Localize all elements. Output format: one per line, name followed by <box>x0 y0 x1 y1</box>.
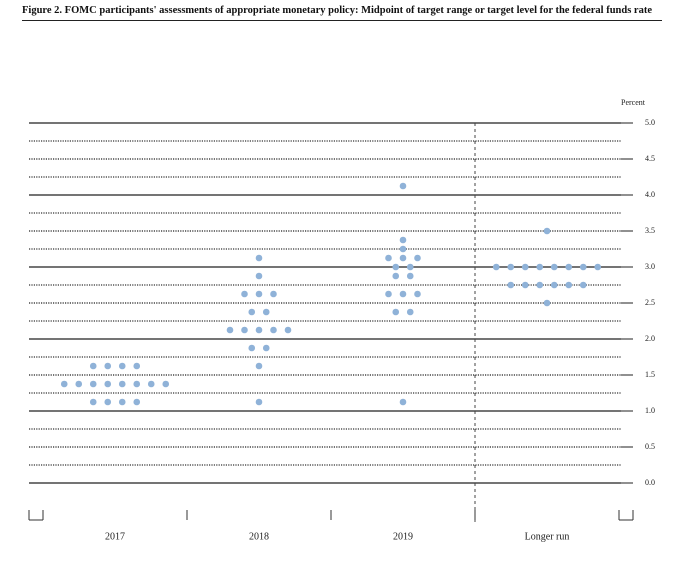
dot <box>399 182 407 190</box>
dot <box>507 263 515 271</box>
dot <box>133 398 141 406</box>
y-tick-label: 3.0 <box>645 262 655 271</box>
dot <box>255 272 263 280</box>
dot <box>270 290 277 298</box>
dot <box>248 344 256 352</box>
dot <box>399 236 407 244</box>
y-tick-label: 0.5 <box>645 442 655 451</box>
y-tick-label: 0.0 <box>645 478 655 487</box>
dot <box>147 380 155 388</box>
y-tick-label: 4.5 <box>645 154 655 163</box>
y-tick-label: 2.0 <box>645 334 655 343</box>
dot <box>385 290 392 298</box>
dot <box>543 299 551 307</box>
dot <box>414 254 421 262</box>
y-tick-label: 2.5 <box>645 298 655 307</box>
dot <box>406 308 414 316</box>
dot <box>248 308 256 316</box>
dot <box>104 398 112 406</box>
x-tick-label: Longer run <box>525 531 570 542</box>
dot <box>406 272 414 280</box>
dot <box>262 308 270 316</box>
dot <box>270 326 277 334</box>
dot <box>60 380 68 388</box>
dot <box>406 263 414 271</box>
dot <box>536 281 544 289</box>
dot <box>89 380 97 388</box>
dot <box>118 380 126 388</box>
dot <box>255 290 263 298</box>
dot <box>255 254 263 262</box>
chart-title: Figure 2. FOMC participants' assessments… <box>22 4 662 21</box>
y-tick-label: 1.0 <box>645 406 655 415</box>
dot <box>399 254 407 262</box>
y-tick-label: 5.0 <box>645 118 655 127</box>
dot <box>392 272 400 280</box>
dot <box>414 290 421 298</box>
dot <box>118 398 126 406</box>
dot <box>255 326 263 334</box>
dot <box>550 263 558 271</box>
dot <box>133 380 141 388</box>
y-unit: Percent <box>621 98 646 107</box>
dot <box>550 281 558 289</box>
dot <box>385 254 392 262</box>
dot <box>104 362 112 370</box>
dot <box>104 380 112 388</box>
y-tick-label: 4.0 <box>645 190 655 199</box>
dot <box>89 398 97 406</box>
dot <box>594 263 602 271</box>
dot <box>255 362 263 370</box>
dot <box>392 263 400 271</box>
dot <box>521 263 529 271</box>
dot <box>89 362 97 370</box>
x-tick-label: 2017 <box>105 531 125 542</box>
dot <box>399 398 407 406</box>
x-tick-label: 2018 <box>249 531 269 542</box>
y-tick-label: 3.5 <box>645 226 655 235</box>
dot <box>75 380 83 388</box>
y-tick-label: 1.5 <box>645 370 655 379</box>
dot <box>241 326 248 334</box>
dot <box>565 263 573 271</box>
dot <box>241 290 248 298</box>
dot <box>399 245 407 253</box>
dot <box>536 263 544 271</box>
dot <box>284 326 292 334</box>
dot <box>579 281 587 289</box>
dot <box>579 263 587 271</box>
dot <box>133 362 141 370</box>
dot <box>565 281 573 289</box>
dot <box>392 308 400 316</box>
dot <box>492 263 500 271</box>
dot <box>507 281 515 289</box>
dot <box>262 344 270 352</box>
dot <box>162 380 170 388</box>
dot <box>399 290 407 298</box>
dot <box>521 281 529 289</box>
dot <box>118 362 126 370</box>
x-tick-label: 2019 <box>393 531 413 542</box>
dot <box>543 227 551 235</box>
dot <box>226 326 234 334</box>
dot <box>255 398 263 406</box>
